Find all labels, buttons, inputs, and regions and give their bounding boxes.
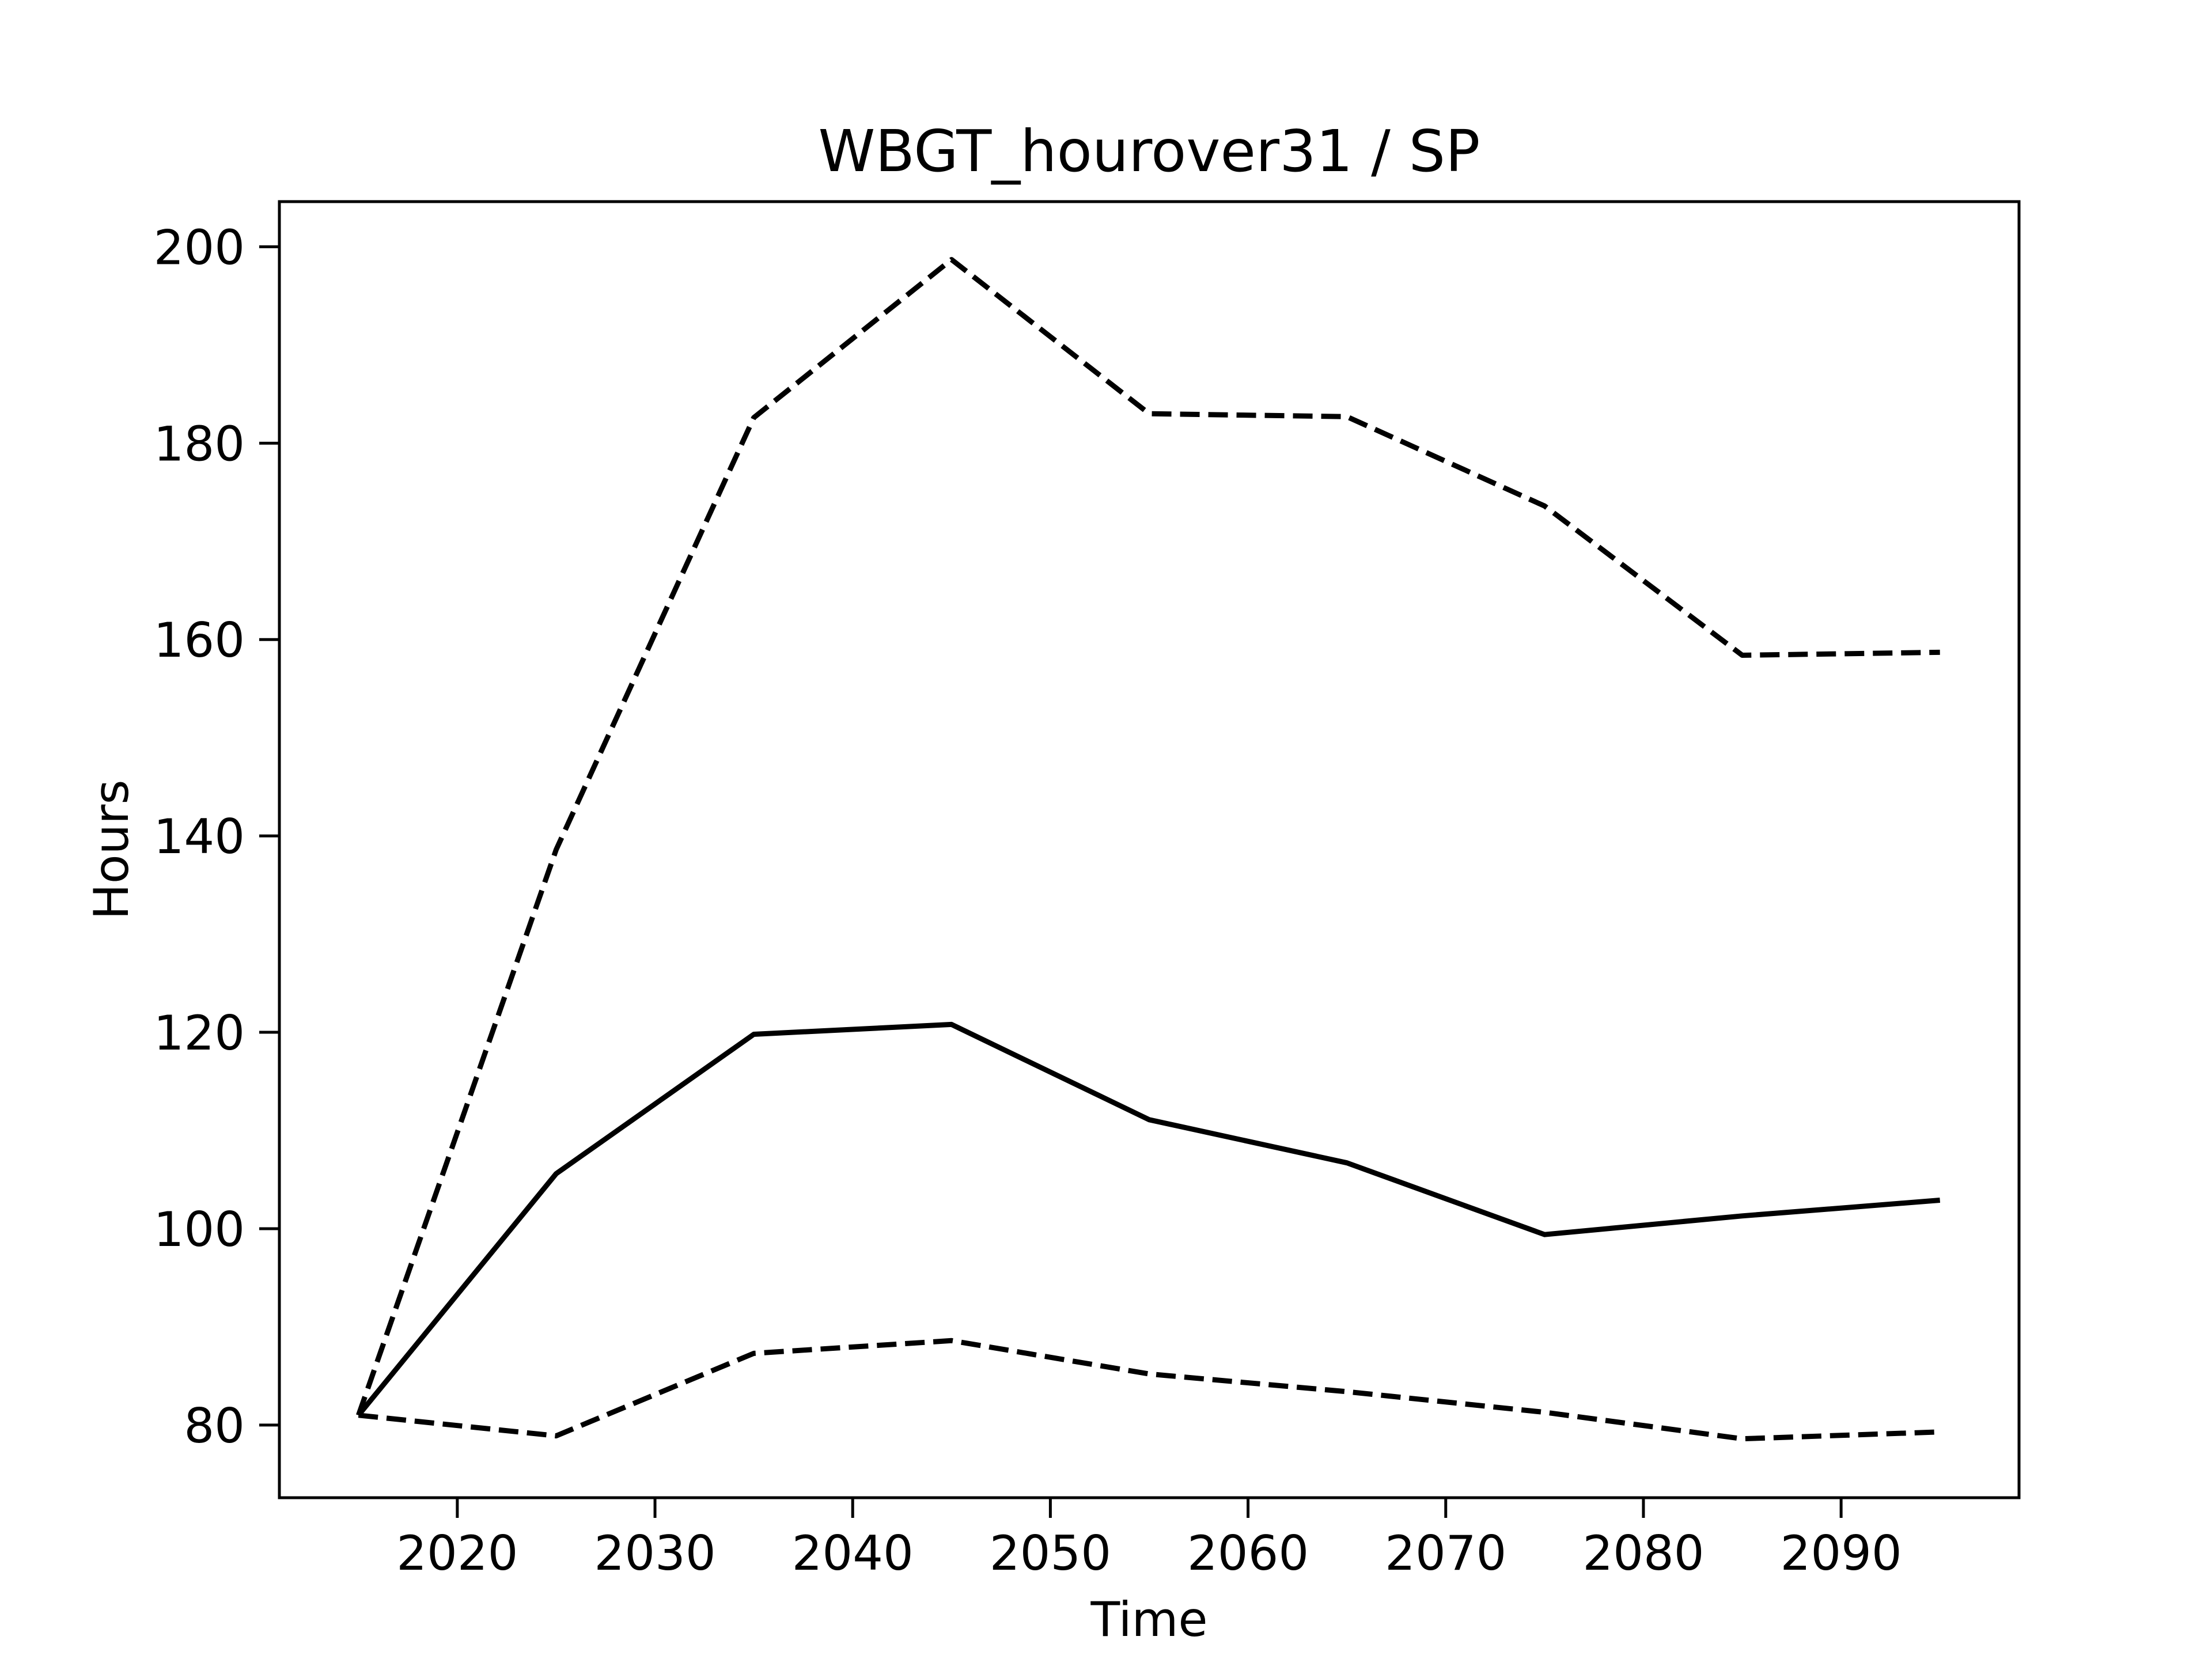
y-axis-label: Hours: [84, 779, 139, 919]
series-line-2: [356, 257, 1940, 1416]
series-layer: [356, 257, 1941, 1442]
y-tick-label: 120: [154, 1005, 245, 1061]
x-tick-label: 2050: [990, 1525, 1111, 1581]
chart-title: WBGT_hourover31 / SP: [819, 118, 1480, 185]
x-tick-label: 2090: [1781, 1525, 1902, 1581]
y-tick-label: 200: [154, 219, 245, 275]
x-tick-label: 2030: [594, 1525, 715, 1581]
series-line-1: [356, 1021, 1941, 1417]
x-tick-label: 2040: [792, 1525, 914, 1581]
x-tick-label: 2020: [396, 1525, 518, 1581]
x-tick-label: 2060: [1187, 1525, 1309, 1581]
y-tick-label: 180: [154, 416, 245, 472]
y-tick-label: 80: [184, 1398, 245, 1454]
y-axis: 80 100 120 140 160 180 200: [154, 219, 279, 1454]
y-tick-label: 140: [154, 809, 245, 865]
y-tick-label: 160: [154, 612, 245, 668]
x-axis: 2020 2030 2040 2050 2060 2070 2080 2090: [396, 1498, 1902, 1581]
x-axis-label: Time: [1090, 1592, 1207, 1647]
y-tick-label: 100: [154, 1202, 245, 1257]
plot-frame: [278, 200, 2021, 1499]
series-line-3: [358, 1338, 1940, 1442]
x-tick-label: 2070: [1385, 1525, 1506, 1581]
x-tick-label: 2080: [1582, 1525, 1704, 1581]
